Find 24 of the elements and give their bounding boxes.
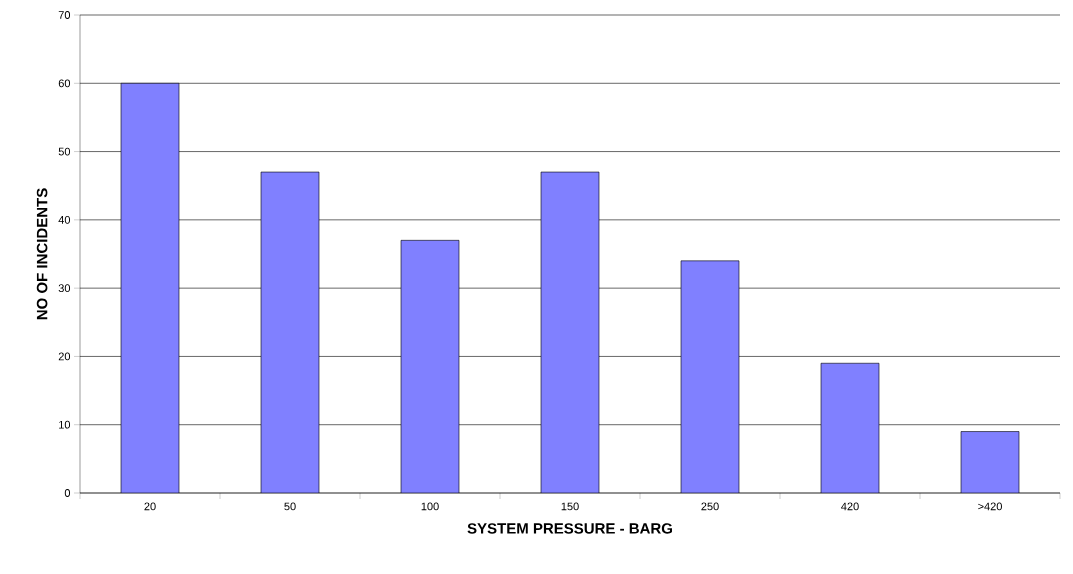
x-tick-label: 20 — [144, 502, 156, 511]
y-tick-label: 70 — [58, 11, 71, 19]
x-tick-label: 150 — [561, 502, 579, 511]
bar — [540, 171, 600, 493]
x-axis-title: SYSTEM PRESSURE - BARG — [467, 523, 672, 534]
bar — [260, 171, 320, 493]
x-tick-label: 420 — [841, 502, 859, 511]
x-tick-label: 250 — [701, 502, 719, 511]
x-tick-label: 50 — [284, 502, 296, 511]
y-tick-label: 10 — [59, 420, 71, 429]
bar — [960, 431, 1020, 493]
y-tick-label: 50 — [58, 147, 71, 156]
bar — [820, 362, 880, 493]
y-tick-label: 30 — [58, 284, 71, 293]
bar — [680, 260, 740, 493]
x-tick-label: 100 — [421, 502, 439, 511]
bar — [120, 82, 180, 493]
y-tick-label: 0 — [64, 489, 71, 497]
y-tick-label: 60 — [58, 79, 71, 88]
y-tick-label: 20 — [58, 352, 71, 361]
y-tick-label: 40 — [58, 215, 71, 224]
y-axis-title: NO OF INCIDENTS — [36, 188, 48, 320]
x-tick-label: >420 — [978, 502, 1002, 511]
bar — [400, 240, 460, 493]
